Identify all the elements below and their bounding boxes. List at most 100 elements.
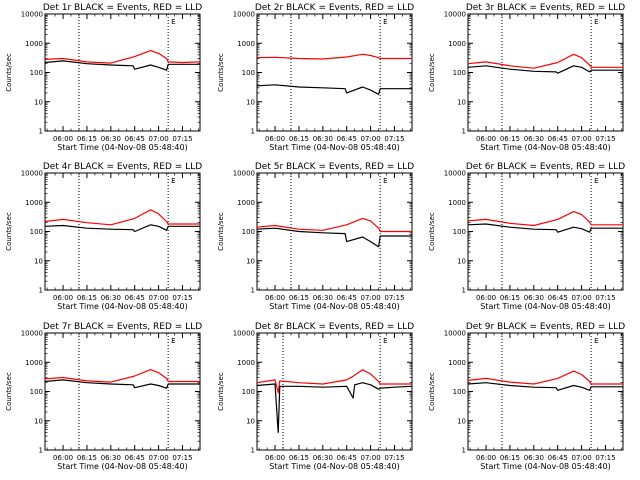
plot-frame bbox=[256, 332, 413, 451]
y-tick-label: 1000 bbox=[448, 40, 466, 48]
y-tick-label: 10000 bbox=[444, 11, 466, 19]
events-series-line bbox=[467, 382, 623, 391]
x-tick-label: 06:45 bbox=[548, 294, 568, 302]
panel-title: Det 7r BLACK = Events, RED = LLD bbox=[43, 322, 202, 332]
y-axis-label: Counts/sec bbox=[428, 372, 436, 411]
x-tick-label: 06:30 bbox=[313, 454, 333, 462]
panel-title: Det 2r BLACK = Events, RED = LLD bbox=[255, 3, 414, 13]
x-tick-label: 06:30 bbox=[524, 454, 544, 462]
marker-label: E bbox=[171, 337, 175, 345]
x-tick-label: 07:15 bbox=[384, 294, 404, 302]
x-tick-label: 06:15 bbox=[289, 294, 309, 302]
lld-series-line bbox=[44, 369, 200, 383]
x-axis-label: Start Time (04-Nov-08 05:48:40) bbox=[269, 462, 399, 471]
y-tick-label: 10 bbox=[34, 257, 43, 265]
x-tick-label: 07:00 bbox=[149, 454, 169, 462]
x-tick-label: 06:15 bbox=[500, 454, 520, 462]
x-tick-label: 06:00 bbox=[476, 294, 496, 302]
y-tick-label: 10000 bbox=[444, 170, 466, 178]
x-tick-label: 06:30 bbox=[101, 135, 121, 143]
y-tick-label: 1 bbox=[39, 447, 43, 455]
x-tick-label: 07:00 bbox=[572, 454, 592, 462]
lld-series-line bbox=[467, 211, 623, 227]
x-axis-label: Start Time (04-Nov-08 05:48:40) bbox=[480, 302, 610, 311]
panel-2: Det 2r BLACK = Events, RED = LLD 1 10 100 10… bbox=[217, 3, 414, 152]
panel-3: Det 3r BLACK = Events, RED = LLD 1 10 100 10… bbox=[428, 3, 625, 152]
x-tick-label: 07:15 bbox=[172, 454, 192, 462]
x-tick-label: 07:15 bbox=[595, 294, 615, 302]
x-tick-label: 07:00 bbox=[149, 294, 169, 302]
x-tick-label: 07:00 bbox=[361, 454, 381, 462]
y-tick-label: 10000 bbox=[444, 330, 466, 338]
x-axis-label: Start Time (04-Nov-08 05:48:40) bbox=[269, 143, 399, 152]
y-axis-label: Counts/sec bbox=[5, 212, 13, 251]
plot-frame bbox=[44, 13, 201, 132]
y-tick-label: 1000 bbox=[237, 199, 255, 207]
lld-series-line bbox=[44, 209, 200, 226]
x-tick-label: 06:00 bbox=[265, 294, 285, 302]
y-axis-label: Counts/sec bbox=[428, 53, 436, 92]
x-tick-label: 06:45 bbox=[337, 454, 357, 462]
x-tick-label: 06:00 bbox=[265, 454, 285, 462]
x-tick-label: 06:45 bbox=[548, 454, 568, 462]
y-axis-label: Counts/sec bbox=[217, 372, 225, 411]
x-tick-label: 07:00 bbox=[361, 135, 381, 143]
x-tick-label: 06:15 bbox=[500, 135, 520, 143]
y-axis-label: Counts/sec bbox=[217, 53, 225, 92]
panel-title: Det 9r BLACK = Events, RED = LLD bbox=[466, 322, 625, 332]
y-tick-label: 10 bbox=[246, 257, 255, 265]
x-tick-label: 06:45 bbox=[125, 294, 145, 302]
y-tick-label: 1 bbox=[251, 287, 255, 295]
y-axis-label: Counts/sec bbox=[428, 212, 436, 251]
y-tick-label: 100 bbox=[30, 388, 43, 396]
x-axis-label: Start Time (04-Nov-08 05:48:40) bbox=[57, 302, 187, 311]
y-tick-label: 1000 bbox=[237, 40, 255, 48]
y-tick-label: 10 bbox=[457, 417, 466, 425]
y-tick-label: 10000 bbox=[233, 11, 255, 19]
x-tick-label: 06:45 bbox=[548, 135, 568, 143]
lld-series-line bbox=[256, 53, 412, 60]
y-tick-label: 1 bbox=[39, 287, 43, 295]
y-tick-label: 10 bbox=[246, 417, 255, 425]
x-tick-label: 07:00 bbox=[149, 135, 169, 143]
x-tick-label: 06:00 bbox=[265, 135, 285, 143]
marker-label: E bbox=[383, 18, 387, 26]
y-tick-label: 100 bbox=[242, 69, 255, 77]
y-tick-label: 100 bbox=[30, 228, 43, 236]
marker-label: E bbox=[594, 177, 598, 185]
panel-1: Det 1r BLACK = Events, RED = LLD 1 10 100 10… bbox=[5, 3, 202, 152]
events-series-line bbox=[44, 379, 200, 389]
y-tick-label: 1000 bbox=[25, 359, 43, 367]
y-tick-label: 10000 bbox=[233, 330, 255, 338]
x-tick-label: 06:00 bbox=[476, 135, 496, 143]
plot-frame bbox=[467, 332, 624, 451]
lld-series-line bbox=[467, 53, 623, 69]
y-tick-label: 1 bbox=[462, 128, 466, 136]
y-tick-label: 100 bbox=[453, 228, 466, 236]
events-series-line bbox=[467, 65, 623, 74]
lld-series-line bbox=[256, 217, 412, 233]
x-axis-label: Start Time (04-Nov-08 05:48:40) bbox=[269, 302, 399, 311]
panel-9: Det 9r BLACK = Events, RED = LLD 1 10 100 10… bbox=[428, 322, 625, 471]
panel-4: Det 4r BLACK = Events, RED = LLD 1 10 100 10… bbox=[5, 162, 202, 311]
y-axis-label: Counts/sec bbox=[217, 212, 225, 251]
x-tick-label: 07:15 bbox=[595, 135, 615, 143]
panel-title: Det 3r BLACK = Events, RED = LLD bbox=[466, 3, 625, 13]
events-series-line bbox=[256, 382, 413, 433]
events-series-line bbox=[256, 227, 412, 248]
x-tick-label: 06:15 bbox=[77, 294, 97, 302]
panel-title: Det 5r BLACK = Events, RED = LLD bbox=[255, 162, 414, 172]
marker-label: E bbox=[383, 177, 387, 185]
y-tick-label: 1 bbox=[251, 128, 255, 136]
panel-6: Det 6r BLACK = Events, RED = LLD 1 10 100 10… bbox=[428, 162, 625, 311]
x-tick-label: 06:15 bbox=[500, 294, 520, 302]
y-tick-label: 10000 bbox=[21, 330, 43, 338]
panel-title: Det 6r BLACK = Events, RED = LLD bbox=[466, 162, 625, 172]
x-tick-label: 06:30 bbox=[313, 294, 333, 302]
plot-frame bbox=[256, 13, 413, 132]
y-tick-label: 100 bbox=[453, 69, 466, 77]
events-series-line bbox=[44, 224, 200, 233]
y-tick-label: 1 bbox=[251, 447, 255, 455]
y-tick-label: 100 bbox=[242, 388, 255, 396]
x-tick-label: 06:45 bbox=[337, 294, 357, 302]
